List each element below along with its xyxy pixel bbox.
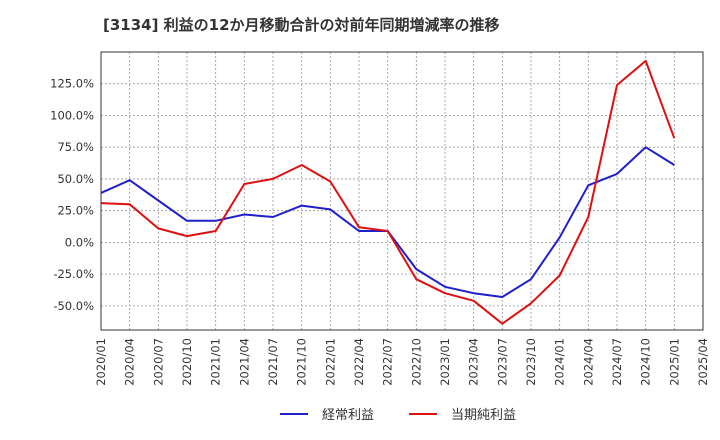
x-tick-label: 2024/10 — [639, 338, 653, 386]
x-tick-label: 2022/04 — [352, 338, 366, 386]
grid — [101, 52, 703, 330]
x-tick-label: 2024/07 — [610, 338, 624, 386]
legend-label-ordinary-profit: 経常利益 — [322, 408, 374, 423]
legend: 経常利益 当期純利益 — [280, 408, 516, 423]
x-tick-label: 2021/07 — [266, 338, 280, 386]
x-tick-label: 2023/01 — [438, 338, 452, 386]
x-tick-label: 2022/10 — [409, 338, 423, 386]
x-tick-label: 2025/01 — [667, 338, 681, 386]
x-tick-label: 2022/01 — [323, 338, 337, 386]
x-tick-label: 2020/07 — [151, 338, 165, 386]
plot-frame — [100, 51, 704, 331]
y-tick-label: 75.0% — [57, 140, 94, 154]
x-tick-label: 2023/04 — [467, 338, 481, 386]
x-tick-label: 2020/01 — [94, 338, 108, 386]
series-group — [100, 59, 676, 325]
y-tick-label: 125.0% — [50, 77, 94, 91]
x-tick-label: 2023/10 — [524, 338, 538, 386]
x-tick-label: 2024/04 — [581, 338, 595, 386]
y-tick-label: 25.0% — [57, 204, 94, 218]
chart-title: [3134] 利益の12か月移動合計の対前年同期増減率の推移 — [103, 16, 500, 34]
x-tick-label: 2023/07 — [495, 338, 509, 386]
x-tick-label: 2020/10 — [180, 338, 194, 386]
x-tick-label: 2021/10 — [295, 338, 309, 386]
x-tick-label: 2025/04 — [696, 338, 710, 386]
legend-label-net-income: 当期純利益 — [451, 408, 516, 423]
x-tick-label: 2024/01 — [553, 338, 567, 386]
y-tick-label: -25.0% — [53, 267, 94, 281]
x-tick-label: 2021/01 — [209, 338, 223, 386]
y-tick-label: 0.0% — [65, 235, 94, 249]
y-tick-label: 50.0% — [57, 172, 94, 186]
y-tick-label: 100.0% — [50, 108, 94, 122]
x-tick-label: 2020/04 — [123, 338, 137, 386]
y-tick-label: -50.0% — [53, 299, 94, 313]
y-axis: -50.0% -25.0% 0.0% 25.0% 50.0% 75.0% 100.0% 125… — [50, 77, 94, 313]
series-line-net-income — [100, 59, 676, 325]
x-tick-label: 2021/04 — [237, 338, 251, 386]
x-tick-label: 2022/07 — [381, 338, 395, 386]
x-axis: 2020/01 2020/04 2020/07 2020/10 2021/01 2021/… — [94, 338, 710, 386]
